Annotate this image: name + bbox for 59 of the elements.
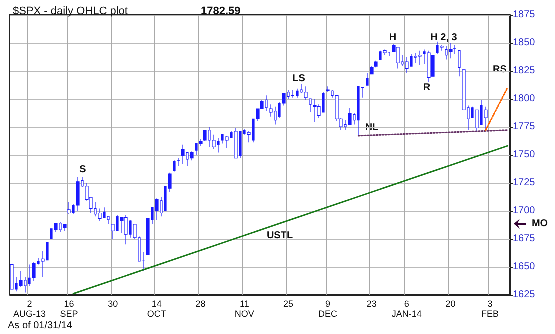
candlestick <box>181 144 185 164</box>
candlestick <box>124 215 128 245</box>
x-tick-label: 30 <box>108 299 118 309</box>
candlestick <box>304 86 308 100</box>
y-tick-label: 1750 <box>513 150 536 160</box>
x-tick-label: 6 JAN-14 <box>392 299 422 319</box>
candlestick <box>383 49 387 56</box>
x-tick-label: 25 <box>284 299 294 309</box>
x-tick-label: 2 AUG-13 <box>13 299 46 319</box>
candlestick <box>32 262 36 282</box>
text: MO <box>532 218 548 230</box>
y-tick-label: 1775 <box>513 122 536 132</box>
y-tick-label: 1725 <box>513 178 536 188</box>
x-tick-label: 3 FEB <box>482 299 500 319</box>
candlestick <box>67 202 71 215</box>
annotation: H 2, 3 <box>430 32 458 44</box>
y-tick-label: 1650 <box>513 262 536 272</box>
x-tick-label: 23 <box>366 299 377 309</box>
candlestick <box>405 57 409 74</box>
annotation: H <box>389 32 397 44</box>
candlestick <box>366 72 369 86</box>
chart-title: $SPX - daily OHLC plot <box>13 6 128 18</box>
candlestick <box>427 50 431 82</box>
annotation: S <box>80 164 87 176</box>
candlestick <box>374 60 378 68</box>
candlestick <box>396 47 400 70</box>
candlestick <box>313 98 317 123</box>
x-tick-label: 16 SEP <box>60 299 78 319</box>
candlestick <box>370 66 374 75</box>
candlestick <box>63 224 67 232</box>
y-tick-label: 1675 <box>513 234 536 244</box>
annotation: USTL <box>266 230 294 242</box>
candlestick <box>173 160 176 172</box>
x-tick-label: 28 <box>196 299 206 309</box>
candlestick <box>234 128 238 159</box>
candlestick <box>458 50 461 77</box>
candlestick <box>453 44 457 54</box>
x-tick-label: 9 DEC <box>318 299 338 319</box>
candlestick <box>449 42 453 59</box>
y-tick-label: 1800 <box>513 94 536 104</box>
chart-subtitle: 1782.59 <box>201 6 241 18</box>
x-tick-label: 20 <box>446 299 456 309</box>
candlestick <box>440 44 444 52</box>
x-tick-label: 11 NOV <box>234 299 254 319</box>
annotation: LS <box>292 74 306 84</box>
x-tick-label: 14 OCT <box>147 299 167 319</box>
annotation: R <box>423 82 432 94</box>
y-tick-label: 1825 <box>513 66 536 76</box>
y-tick-label: 1850 <box>513 38 536 48</box>
candlestick <box>309 98 312 113</box>
y-tick-label: 1875 <box>513 10 536 20</box>
candlestick <box>225 136 229 149</box>
y-tick-label: 1625 <box>513 290 536 300</box>
candlestick <box>155 198 159 220</box>
text: As of 01/31/14 <box>8 320 73 332</box>
candlestick <box>76 177 80 212</box>
y-tick-label: 1700 <box>513 206 536 216</box>
candlestick <box>291 90 295 98</box>
candlestick <box>418 50 422 66</box>
